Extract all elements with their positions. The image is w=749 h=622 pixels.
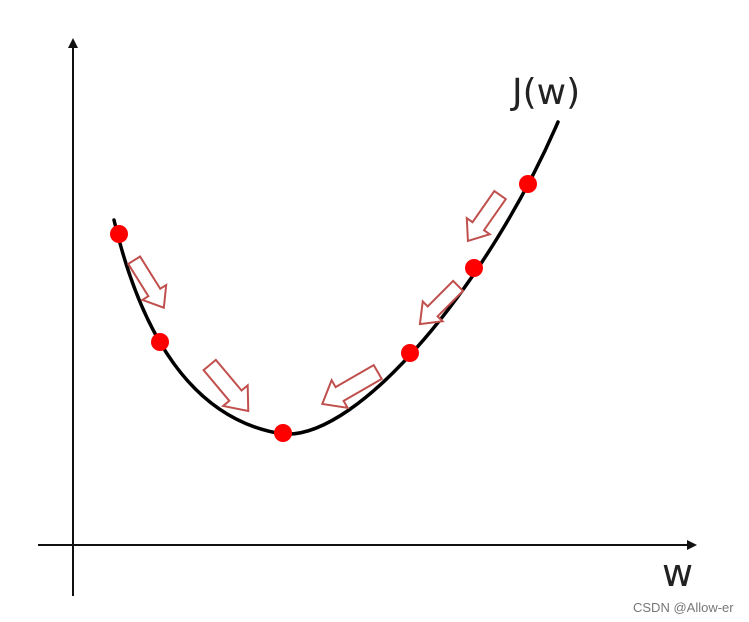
- curve-label: J(w): [510, 72, 580, 113]
- x-axis-label: w: [662, 551, 693, 595]
- curve-point-minimum: [274, 424, 292, 442]
- descent-points: [110, 175, 537, 442]
- descent-arrow-left-lower: [202, 358, 250, 413]
- descent-arrow-right-lower: [320, 363, 384, 410]
- curve-point-p5: [465, 259, 483, 277]
- curve-point-p2: [151, 333, 169, 351]
- cost-curve: [112, 120, 560, 436]
- descent-arrow-right-upper: [465, 189, 508, 243]
- curve-point-p6: [519, 175, 537, 193]
- watermark-text: CSDN @Allow-er: [633, 600, 734, 615]
- curve-point-p1: [110, 225, 128, 243]
- descent-arrow-right-middle: [418, 279, 465, 326]
- descent-arrow-left-upper: [126, 255, 168, 310]
- curve-point-p4: [401, 344, 419, 362]
- descent-arrows: [126, 189, 508, 413]
